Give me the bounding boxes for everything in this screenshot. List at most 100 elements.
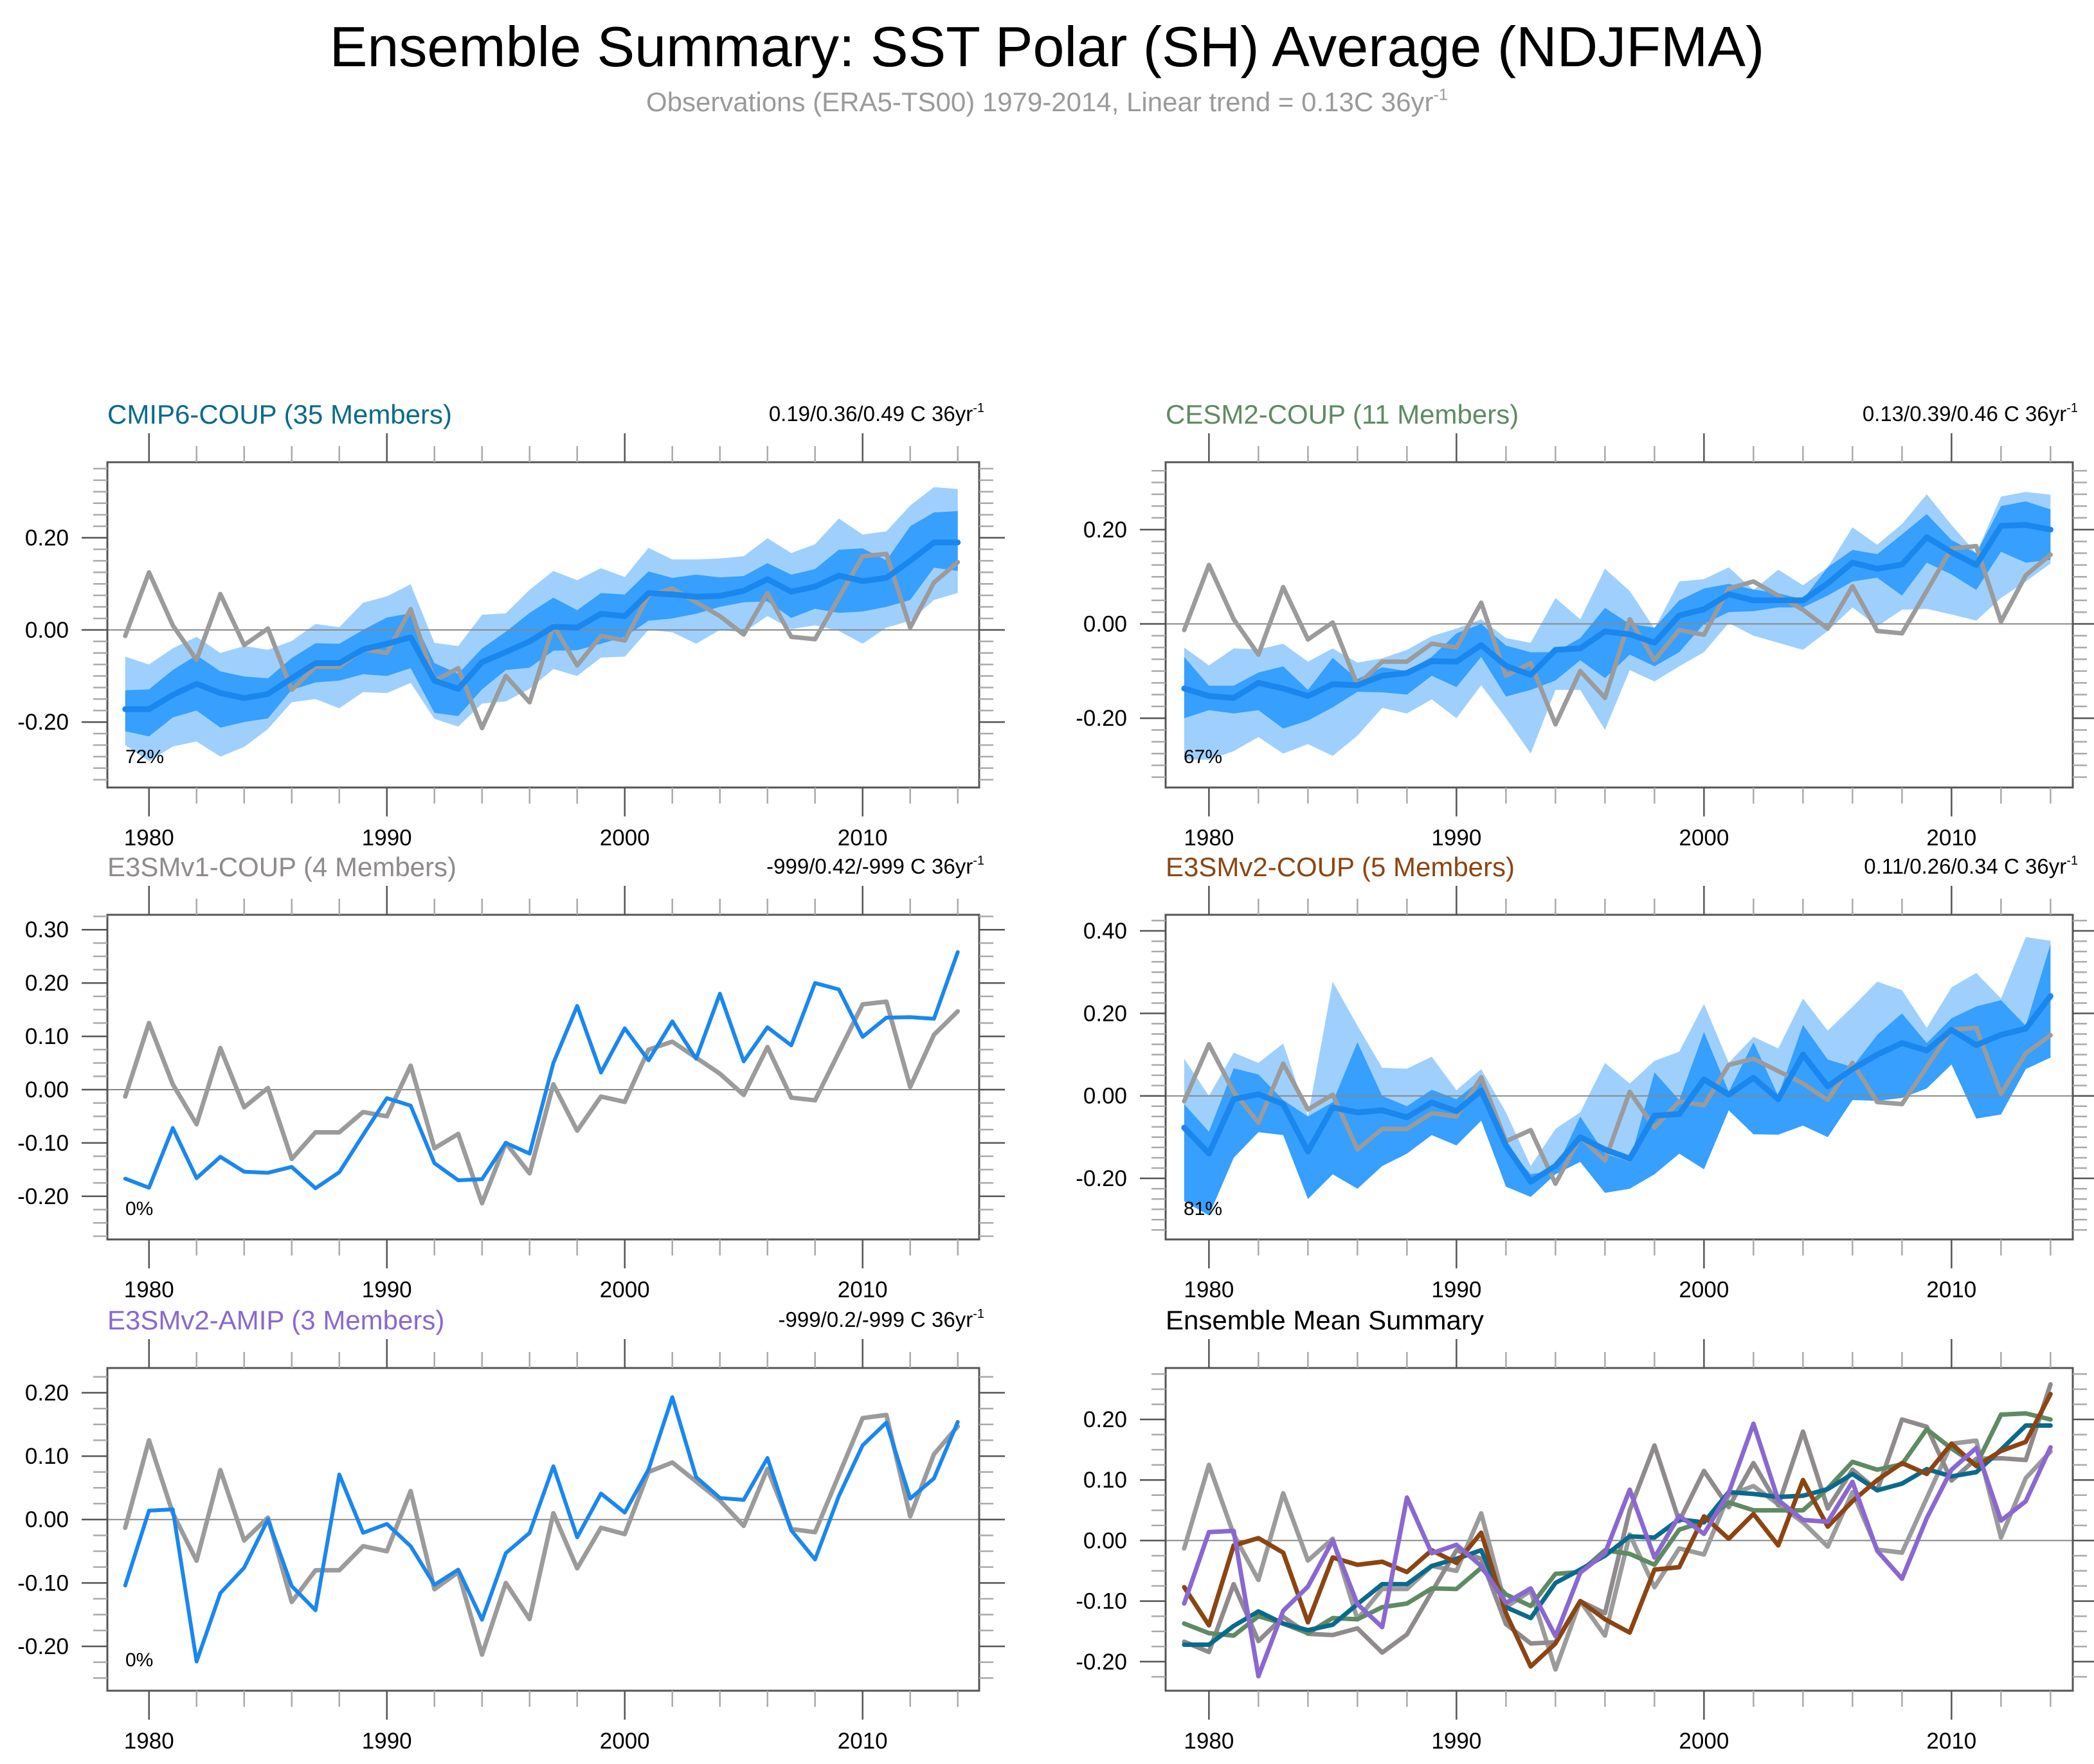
panel-cesm2: CESM2-COUP (11 Members) 0.13/0.39/0.46 C … [1076,399,2094,851]
series-e3smv1 [1182,1382,2053,1655]
y-tick-label: 0.10 [25,1444,69,1469]
trend-text: -999/0.2/-999 C 36yr [779,1308,973,1331]
y-tick-label: -0.20 [17,710,69,735]
plot-area [1166,937,2073,1216]
x-tick-label: 2000 [600,1729,650,1754]
panel-e3smv2_amip: E3SMv2-AMIP (3 Members) -999/0.2/-999 C 3… [17,1305,1005,1754]
trend-text: 0.11/0.26/0.34 C 36yr [1864,854,2066,878]
percent-label: 0% [125,1198,153,1220]
y-tick-label: -0.10 [17,1131,69,1156]
y-tick-label: 0.00 [1083,612,1127,637]
plot-frame [1164,461,2074,789]
panel-e3smv2_coup: E3SMv2-COUP (5 Members) 0.11/0.26/0.34 C … [1076,852,2094,1302]
y-tick-label: 0.00 [25,618,69,643]
y-tick-label: 0.00 [25,1077,69,1102]
y-tick-label: 0.20 [25,1380,69,1405]
ensemble-mean-line [1181,522,2053,701]
x-tick-label: 2010 [1926,1277,1976,1302]
x-tick-label: 2010 [1926,825,1976,851]
x-tick-label: 1990 [362,1277,412,1302]
x-tick-label: 2000 [600,825,650,851]
x-tick-label: 2000 [1679,825,1729,851]
y-tick-label: 0.30 [25,917,69,942]
panel-title: E3SMv2-COUP (5 Members) [1166,852,1515,882]
percent-label: 72% [125,746,164,768]
plot-frame [106,914,980,1241]
band-inner-range [125,510,958,737]
y-tick-label: -0.20 [1076,1166,1127,1191]
observations-line [1182,544,2053,727]
panel-title: Ensemble Mean Summary [1166,1305,1484,1335]
panel-title: E3SMv2-AMIP (3 Members) [107,1305,444,1335]
y-tick-label: 0.20 [1083,1407,1127,1432]
y-tick-label: -0.10 [17,1571,69,1596]
y-tick-label: 0.00 [1083,1084,1127,1109]
y-tick-label: -0.20 [17,1184,69,1209]
y-tick-label: 0.00 [1083,1528,1127,1553]
series-e3smv2_amip [1182,1421,2053,1679]
plot-area [107,487,979,762]
series-observations [1182,1438,2053,1672]
y-tick-label: -0.20 [1076,1650,1127,1675]
panel-title: E3SMv1-COUP (4 Members) [107,852,456,882]
x-tick-label: 2010 [838,825,888,851]
figure-subtitle: Observations (ERA5-TS00) 1979-2014, Line… [0,87,2094,118]
subtitle-text: Observations (ERA5-TS00) 1979-2014, Line… [646,87,1434,117]
ensemble-mean-line [1181,993,2053,1185]
trend-superscript: -1 [973,854,984,868]
x-tick-label: 1980 [124,1277,174,1302]
x-tick-label: 1990 [1431,825,1481,851]
plot-frame [106,461,980,789]
y-tick-label: 0.20 [1083,518,1127,543]
x-tick-label: 1980 [1184,1729,1234,1754]
x-tick-label: 1990 [362,1729,412,1754]
panel-summary: Ensemble Mean Summary -0.20 -0.10 0.00 0.10 0… [1076,1305,2094,1754]
plot-area [1166,492,2073,760]
x-tick-label: 1980 [1184,1277,1234,1302]
x-tick-label: 2010 [838,1277,888,1302]
x-tick-label: 1990 [1431,1729,1481,1754]
trend-superscript: -1 [2066,854,2078,868]
percent-label: 81% [1184,1198,1222,1220]
trend-superscript: -1 [2066,401,2078,415]
figure-title: Ensemble Summary: SST Polar (SH) Average… [329,15,1765,78]
y-tick-label: 0.20 [1083,1001,1127,1026]
y-tick-label: 0.20 [25,971,69,996]
plot-area [107,950,979,1206]
y-tick-label: 0.00 [25,1508,69,1533]
panel-title: CESM2-COUP (11 Members) [1166,399,1519,429]
y-tick-label: 0.40 [1083,919,1127,944]
y-tick-label: 0.10 [25,1024,69,1049]
observations-line [123,1412,961,1657]
series-cmip6 [1182,1423,2053,1647]
trend-label: 0.11/0.26/0.34 C 36yr-1 [1864,854,2078,878]
plot-frame [1164,1367,2074,1692]
trend-superscript: -1 [973,1307,984,1321]
percent-label: 67% [1184,746,1222,768]
y-tick-label: 0.20 [25,526,69,551]
band-inner-range [1184,944,2051,1216]
trend-superscript: -1 [973,401,984,415]
panel-cmip6: CMIP6-COUP (35 Members) 0.19/0.36/0.49 C … [17,399,1005,851]
y-tick-label: 0.10 [1083,1468,1127,1493]
observations-line [123,552,961,731]
trend-label: 0.13/0.39/0.46 C 36yr-1 [1863,401,2078,426]
y-tick-label: -0.20 [17,1634,69,1659]
series-e3smv2_coup [1182,1391,2053,1669]
x-tick-label: 1980 [1184,825,1234,851]
x-tick-label: 2010 [838,1729,888,1754]
plot-frame [1164,914,2074,1241]
x-tick-label: 1990 [1431,1277,1481,1302]
trend-label: -999/0.42/-999 C 36yr-1 [766,854,984,878]
percent-label: 0% [125,1650,153,1671]
x-tick-label: 2010 [1926,1729,1976,1754]
plot-area [1166,1382,2073,1679]
ensemble-mean-line [123,950,960,1191]
x-tick-label: 1980 [124,825,174,851]
ensemble-mean-line [122,539,961,712]
x-tick-label: 2000 [600,1277,650,1302]
x-tick-label: 2000 [1679,1277,1729,1302]
trend-text: 0.13/0.39/0.46 C 36yr [1863,402,2066,426]
trend-text: -999/0.42/-999 C 36yr [766,854,973,878]
